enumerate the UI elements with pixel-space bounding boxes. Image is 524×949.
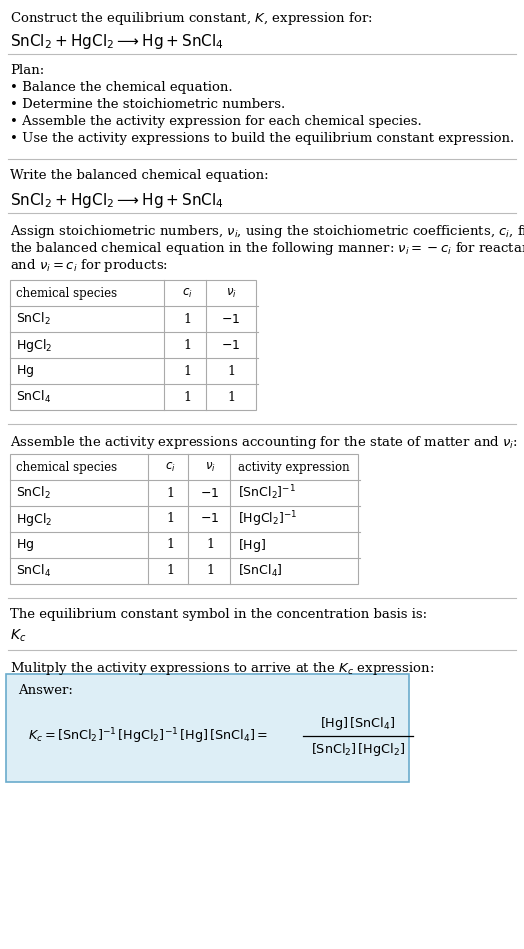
Text: $\mathrm{SnCl_4}$: $\mathrm{SnCl_4}$: [16, 389, 51, 405]
Text: 1: 1: [206, 538, 214, 551]
Text: The equilibrium constant symbol in the concentration basis is:: The equilibrium constant symbol in the c…: [10, 608, 427, 621]
Text: $\mathrm{SnCl_2 + HgCl_2 \longrightarrow Hg + SnCl_4}$: $\mathrm{SnCl_2 + HgCl_2 \longrightarrow…: [10, 32, 224, 51]
Text: $K_c = [\mathrm{SnCl_2}]^{-1}\,[\mathrm{HgCl_2}]^{-1}\,[\mathrm{Hg}]\,[\mathrm{S: $K_c = [\mathrm{SnCl_2}]^{-1}\,[\mathrm{…: [28, 726, 268, 746]
Text: $[\mathrm{SnCl_2}]^{-1}$: $[\mathrm{SnCl_2}]^{-1}$: [238, 484, 296, 502]
Text: 1: 1: [183, 364, 191, 378]
Text: $\mathrm{SnCl_2}$: $\mathrm{SnCl_2}$: [16, 485, 51, 501]
Text: Assemble the activity expressions accounting for the state of matter and $\nu_i$: Assemble the activity expressions accoun…: [10, 434, 518, 451]
Text: 1: 1: [227, 390, 235, 403]
Text: Plan:: Plan:: [10, 64, 44, 77]
Text: • Determine the stoichiometric numbers.: • Determine the stoichiometric numbers.: [10, 98, 285, 111]
Text: $[\mathrm{SnCl_4}]$: $[\mathrm{SnCl_4}]$: [238, 563, 283, 579]
FancyBboxPatch shape: [10, 280, 256, 410]
Text: 1: 1: [206, 565, 214, 578]
Text: $-1$: $-1$: [200, 512, 220, 526]
Text: $\mathrm{SnCl_2}$: $\mathrm{SnCl_2}$: [16, 311, 51, 327]
Text: • Use the activity expressions to build the equilibrium constant expression.: • Use the activity expressions to build …: [10, 132, 514, 145]
Text: $-1$: $-1$: [221, 312, 241, 326]
Text: $c_i$: $c_i$: [182, 287, 192, 300]
Text: activity expression: activity expression: [238, 460, 350, 474]
Text: chemical species: chemical species: [16, 460, 117, 474]
Text: $\nu_i$: $\nu_i$: [226, 287, 236, 300]
Text: 1: 1: [227, 364, 235, 378]
Text: 1: 1: [183, 390, 191, 403]
Text: $\mathrm{SnCl_4}$: $\mathrm{SnCl_4}$: [16, 563, 51, 579]
Text: $\mathrm{HgCl_2}$: $\mathrm{HgCl_2}$: [16, 337, 52, 353]
Text: $[\mathrm{HgCl_2}]^{-1}$: $[\mathrm{HgCl_2}]^{-1}$: [238, 510, 298, 529]
Text: Construct the equilibrium constant, $K$, expression for:: Construct the equilibrium constant, $K$,…: [10, 10, 373, 27]
Text: the balanced chemical equation in the following manner: $\nu_i = -c_i$ for react: the balanced chemical equation in the fo…: [10, 240, 524, 257]
Text: Assign stoichiometric numbers, $\nu_i$, using the stoichiometric coefficients, $: Assign stoichiometric numbers, $\nu_i$, …: [10, 223, 524, 240]
Text: 1: 1: [166, 565, 174, 578]
Text: $[\mathrm{Hg}]$: $[\mathrm{Hg}]$: [238, 536, 266, 553]
Text: $[\mathrm{Hg}]\,[\mathrm{SnCl_4}]$: $[\mathrm{Hg}]\,[\mathrm{SnCl_4}]$: [320, 715, 396, 732]
Text: • Balance the chemical equation.: • Balance the chemical equation.: [10, 81, 233, 94]
Text: 1: 1: [166, 487, 174, 499]
Text: 1: 1: [166, 538, 174, 551]
Text: Mulitply the activity expressions to arrive at the $K_c$ expression:: Mulitply the activity expressions to arr…: [10, 660, 434, 677]
FancyBboxPatch shape: [6, 674, 409, 782]
Text: $[\mathrm{SnCl_2}]\,[\mathrm{HgCl_2}]$: $[\mathrm{SnCl_2}]\,[\mathrm{HgCl_2}]$: [311, 740, 405, 757]
Text: $\mathrm{Hg}$: $\mathrm{Hg}$: [16, 537, 34, 553]
Text: $-1$: $-1$: [200, 487, 220, 499]
Text: $-1$: $-1$: [221, 339, 241, 351]
Text: Answer:: Answer:: [18, 684, 73, 697]
Text: • Assemble the activity expression for each chemical species.: • Assemble the activity expression for e…: [10, 115, 422, 128]
FancyBboxPatch shape: [10, 454, 358, 584]
Text: and $\nu_i = c_i$ for products:: and $\nu_i = c_i$ for products:: [10, 257, 168, 274]
Text: 1: 1: [166, 512, 174, 526]
Text: $\mathrm{Hg}$: $\mathrm{Hg}$: [16, 363, 34, 379]
Text: $\nu_i$: $\nu_i$: [204, 460, 215, 474]
Text: $\mathrm{HgCl_2}$: $\mathrm{HgCl_2}$: [16, 511, 52, 528]
Text: Write the balanced chemical equation:: Write the balanced chemical equation:: [10, 169, 269, 182]
Text: $\mathrm{SnCl_2 + HgCl_2 \longrightarrow Hg + SnCl_4}$: $\mathrm{SnCl_2 + HgCl_2 \longrightarrow…: [10, 191, 224, 210]
Text: $c_i$: $c_i$: [165, 460, 176, 474]
Text: 1: 1: [183, 312, 191, 326]
Text: $K_c$: $K_c$: [10, 628, 26, 644]
Text: chemical species: chemical species: [16, 287, 117, 300]
Text: 1: 1: [183, 339, 191, 351]
